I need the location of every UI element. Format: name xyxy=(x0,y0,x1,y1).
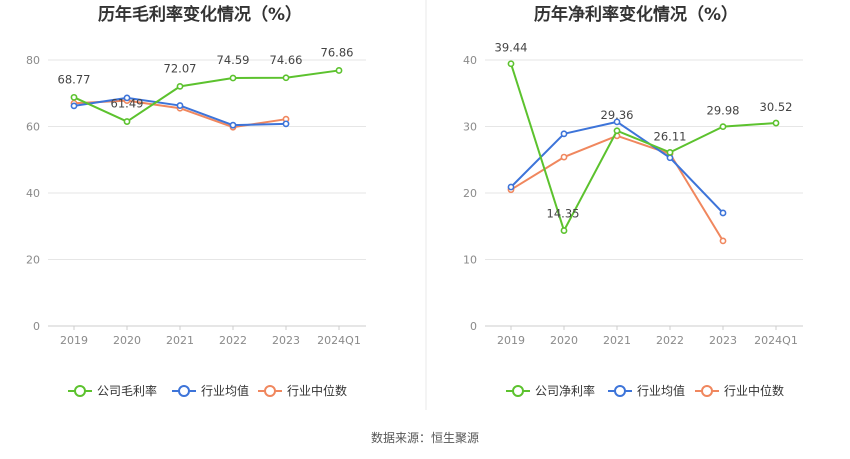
x-tick-label: 2020 xyxy=(550,334,578,347)
legend-item-company[interactable]: 公司毛利率 xyxy=(68,383,157,398)
data-point-industry_median xyxy=(719,237,727,245)
data-point-company xyxy=(229,74,237,82)
data-label: 29.36 xyxy=(601,108,634,122)
legend-label: 行业均值 xyxy=(637,383,685,398)
data-label: 30.52 xyxy=(760,100,793,114)
x-tick-label: 2019 xyxy=(60,334,88,347)
series-line-industry_median xyxy=(510,134,724,242)
y-tick-label: 30 xyxy=(463,121,477,134)
legend-item-industry_median[interactable]: 行业中位数 xyxy=(258,383,347,398)
data-label: 29.98 xyxy=(707,104,740,118)
chart-title: 历年毛利率变化情况（%） xyxy=(98,4,302,25)
data-point-company xyxy=(719,123,727,131)
data-point-company xyxy=(335,67,343,74)
x-tick-label: 2021 xyxy=(166,334,194,347)
y-tick-label: 80 xyxy=(26,54,40,67)
y-tick-label: 20 xyxy=(463,187,477,200)
data-point-company xyxy=(70,93,78,101)
x-tick-label: 2023 xyxy=(272,334,300,347)
data-label: 74.59 xyxy=(217,53,250,67)
legend-item-industry_median[interactable]: 行业中位数 xyxy=(695,383,784,398)
data-label: 76.86 xyxy=(321,45,354,59)
data-label: 74.66 xyxy=(270,53,303,67)
chart-title: 历年净利率变化情况（%） xyxy=(534,4,738,25)
data-point-company xyxy=(282,74,290,82)
data-point-company xyxy=(772,119,780,127)
data-point-industry_avg xyxy=(176,102,184,109)
x-tick-label: 2021 xyxy=(603,334,631,347)
data-label: 26.11 xyxy=(654,129,687,143)
y-tick-label: 10 xyxy=(463,254,477,267)
data-point-industry_avg xyxy=(70,102,78,110)
series-line-company xyxy=(510,63,777,232)
series-line-company xyxy=(73,69,340,123)
legend-item-industry_avg[interactable]: 行业均值 xyxy=(172,383,249,398)
chart-panel-net-margin: 历年净利率变化情况（%） 0 10 20 30 40 2019 2020 2021 2022 202… xyxy=(463,4,803,398)
legend-item-industry_avg[interactable]: 行业均值 xyxy=(608,383,685,398)
x-tick-label: 2022 xyxy=(656,334,684,347)
legend-marker-icon xyxy=(74,385,86,397)
data-point-industry_avg xyxy=(666,154,674,162)
legend-marker-icon xyxy=(701,385,713,397)
y-tick-label: 20 xyxy=(26,254,40,267)
legend-label: 行业中位数 xyxy=(287,383,347,398)
x-tick-label: 2020 xyxy=(113,334,141,347)
x-tick-label: 2023 xyxy=(709,334,737,347)
legend-label: 公司毛利率 xyxy=(97,383,157,398)
data-label: 39.44 xyxy=(495,41,528,55)
data-point-industry_avg xyxy=(229,121,237,129)
data-point-industry_avg xyxy=(719,209,727,217)
x-tick-label: 2022 xyxy=(219,334,247,347)
y-tick-label: 0 xyxy=(470,320,477,333)
data-point-industry_avg xyxy=(282,120,290,128)
x-tick-label: 2024Q1 xyxy=(317,334,361,347)
data-label: 61.49 xyxy=(111,97,144,111)
legend-marker-icon xyxy=(512,385,524,397)
legend-label: 公司净利率 xyxy=(535,383,595,398)
legend-item-company[interactable]: 公司净利率 xyxy=(506,383,595,398)
data-label: 14.35 xyxy=(547,207,580,221)
y-tick-label: 40 xyxy=(463,54,477,67)
data-point-company xyxy=(613,127,621,135)
legend-marker-icon xyxy=(614,385,626,397)
data-point-company xyxy=(507,60,515,68)
data-point-company xyxy=(123,118,131,125)
data-point-company xyxy=(666,148,674,156)
data-point-industry_avg xyxy=(560,130,568,138)
legend-label: 行业中位数 xyxy=(724,383,784,398)
legend-marker-icon xyxy=(264,385,276,397)
data-point-company xyxy=(176,82,184,90)
y-tick-label: 40 xyxy=(26,187,40,200)
data-source-note: 数据来源：恒生聚源 xyxy=(370,431,479,445)
data-point-industry_avg xyxy=(613,118,621,126)
data-label: 72.07 xyxy=(164,61,197,75)
y-tick-label: 60 xyxy=(26,121,40,134)
data-point-industry_avg xyxy=(507,183,515,191)
y-tick-label: 0 xyxy=(33,320,40,333)
legend-label: 行业均值 xyxy=(201,383,249,398)
data-point-industry_avg xyxy=(123,94,131,102)
data-label: 68.77 xyxy=(58,72,91,86)
x-tick-label: 2019 xyxy=(497,334,525,347)
data-point-company xyxy=(560,227,568,234)
data-point-industry_median xyxy=(560,153,568,161)
chart-panel-gross-margin: 历年毛利率变化情况（%） 0 20 40 60 80 2019 2020 2021 2022 202… xyxy=(26,4,366,398)
x-tick-label: 2024Q1 xyxy=(754,334,798,347)
legend-marker-icon xyxy=(178,385,190,397)
